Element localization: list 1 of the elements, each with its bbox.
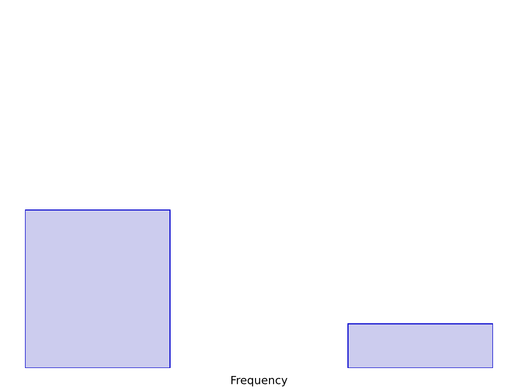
x-axis-title: Frequency xyxy=(231,376,288,386)
